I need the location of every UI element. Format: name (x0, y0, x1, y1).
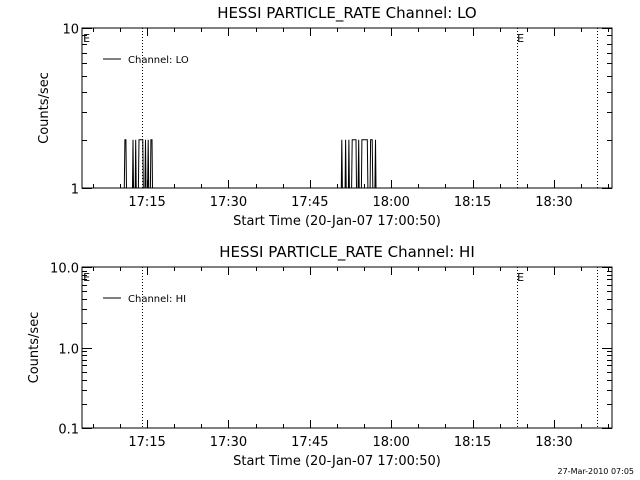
event-marker-label: E (517, 271, 524, 284)
series-line (123, 139, 377, 189)
x-tick-label: 17:45 (291, 435, 328, 450)
y-tick-label: 10.0 (50, 262, 79, 277)
legend-entry: Channel: HI (128, 294, 186, 305)
y-tick-label: 10 (62, 23, 79, 38)
x-tick-label: 17:15 (128, 435, 165, 450)
x-tick-label: 17:45 (291, 195, 328, 210)
x-axis-label: Start Time (20-Jan-07 17:00:50) (233, 214, 441, 229)
x-tick-label: 18:00 (372, 435, 409, 450)
x-tick-label: 17:30 (210, 435, 247, 450)
x-tick-label: 17:30 (210, 195, 247, 210)
y-tick-label: 1 (71, 183, 79, 198)
chart-title: HESSI PARTICLE_RATE Channel: LO (217, 4, 476, 23)
event-marker-label: E (83, 32, 90, 45)
footer-timestamp: 27-Mar-2010 07:05 (558, 467, 635, 476)
y-tick-label: 1.0 (58, 343, 79, 358)
x-tick-label: 17:15 (128, 195, 165, 210)
chart-title: HESSI PARTICLE_RATE Channel: HI (219, 243, 475, 262)
plot-frame (81, 27, 613, 189)
x-axis-label: Start Time (20-Jan-07 17:00:50) (233, 454, 441, 469)
event-marker-label: E (83, 271, 90, 284)
event-marker-label: E (517, 32, 524, 45)
y-axis-label: Counts/sec (27, 312, 42, 384)
y-tick-label: 0.1 (58, 423, 79, 438)
chart-panel-lo: HESSI PARTICLE_RATE Channel: LO E E 17:15 17… (37, 4, 613, 229)
x-tick-label: 18:30 (535, 195, 572, 210)
x-tick-label: 18:30 (535, 435, 572, 450)
x-tick-label: 18:15 (454, 435, 491, 450)
x-tick-label: 18:00 (372, 195, 409, 210)
y-axis-label: Counts/sec (37, 72, 52, 144)
chart-panel-hi: HESSI PARTICLE_RATE Channel: HI E E 17:15 17… (27, 243, 613, 469)
x-tick-label: 18:15 (454, 195, 491, 210)
plot-frame (81, 266, 613, 429)
legend-entry: Channel: LO (128, 55, 189, 66)
